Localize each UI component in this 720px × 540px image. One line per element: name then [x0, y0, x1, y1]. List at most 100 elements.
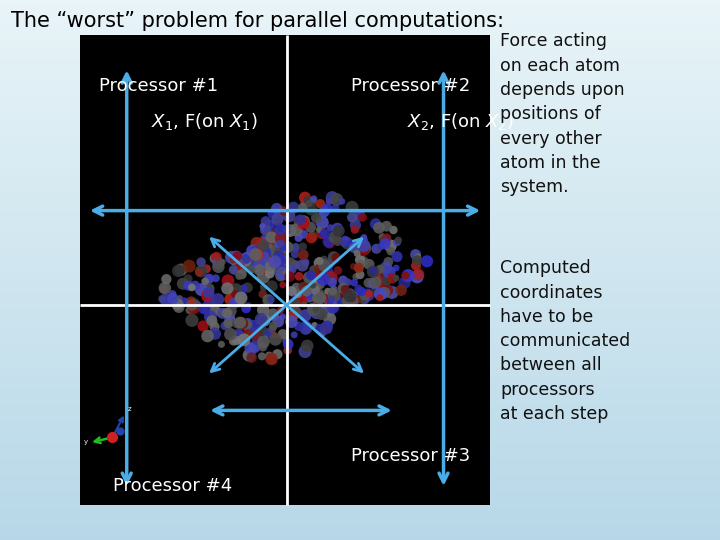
Point	[293, 272, 305, 281]
Point	[242, 319, 253, 328]
Point	[374, 294, 385, 302]
Point	[186, 283, 197, 292]
Point	[182, 274, 194, 283]
Point	[301, 287, 312, 295]
Point	[367, 267, 379, 276]
Point	[319, 204, 330, 212]
Point	[266, 233, 277, 241]
Text: $X_2$, F(on $X_2$): $X_2$, F(on $X_2$)	[407, 111, 513, 132]
Point	[377, 233, 388, 241]
Point	[326, 295, 338, 303]
Point	[188, 303, 199, 312]
Point	[390, 264, 402, 272]
Point	[256, 239, 267, 248]
Point	[269, 260, 280, 268]
Point	[267, 259, 279, 267]
Point	[310, 305, 322, 314]
Point	[356, 287, 367, 296]
Point	[231, 266, 243, 274]
Point	[243, 351, 255, 360]
Point	[239, 255, 251, 264]
Point	[264, 243, 275, 252]
Point	[308, 195, 320, 204]
Point	[283, 212, 294, 220]
Point	[219, 321, 230, 330]
Point	[268, 321, 279, 330]
Point	[348, 293, 359, 301]
Point	[322, 260, 333, 268]
Point	[314, 297, 325, 306]
Point	[324, 299, 336, 308]
Point	[358, 257, 369, 266]
Point	[307, 303, 319, 312]
Point	[224, 295, 235, 303]
Point	[312, 304, 323, 313]
Point	[222, 284, 233, 293]
Point	[276, 207, 288, 215]
Point	[230, 256, 241, 265]
Point	[212, 295, 224, 303]
Point	[216, 340, 228, 349]
Point	[322, 287, 333, 296]
Point	[267, 310, 279, 319]
Point	[311, 296, 323, 305]
Point	[209, 329, 220, 338]
Point	[304, 274, 315, 282]
Point	[310, 286, 321, 294]
Point	[305, 223, 316, 232]
Point	[183, 281, 194, 290]
Point	[258, 235, 270, 244]
Point	[240, 254, 252, 263]
Point	[314, 323, 325, 332]
Point	[374, 265, 386, 273]
Point	[387, 226, 399, 234]
Point	[252, 256, 264, 265]
Point	[400, 271, 411, 280]
Point	[254, 253, 266, 262]
Point	[199, 277, 211, 286]
Point	[246, 261, 257, 270]
Point	[274, 225, 286, 233]
Point	[243, 301, 254, 310]
Point	[280, 268, 292, 276]
Point	[362, 291, 374, 299]
Point	[331, 195, 343, 204]
Point	[313, 226, 325, 234]
Point	[266, 264, 278, 272]
Point	[293, 322, 305, 330]
Point	[312, 275, 323, 284]
Text: Processor #3: Processor #3	[351, 447, 470, 465]
Point	[253, 242, 265, 251]
Point	[286, 312, 297, 320]
Point	[184, 306, 195, 315]
Point	[186, 301, 198, 309]
Point	[244, 327, 256, 335]
Point	[189, 281, 201, 290]
Point	[199, 305, 210, 313]
Point	[410, 261, 422, 270]
Point	[340, 289, 351, 298]
Point	[186, 298, 197, 306]
Point	[323, 267, 334, 276]
Point	[258, 243, 269, 252]
Point	[177, 279, 189, 288]
Text: Processor #1: Processor #1	[99, 77, 218, 96]
Point	[266, 325, 278, 334]
Point	[353, 264, 364, 273]
Point	[300, 311, 311, 320]
Point	[255, 266, 266, 274]
Point	[159, 284, 171, 293]
Point	[204, 299, 215, 308]
Point	[275, 248, 287, 256]
Point	[333, 298, 345, 306]
Point	[221, 320, 233, 329]
Point	[242, 284, 253, 292]
Point	[292, 289, 304, 298]
Point	[276, 266, 287, 275]
Point	[267, 209, 279, 218]
Point	[253, 266, 265, 274]
Point	[225, 330, 236, 339]
Point	[323, 237, 334, 246]
Point	[276, 269, 288, 278]
Point	[262, 329, 274, 338]
